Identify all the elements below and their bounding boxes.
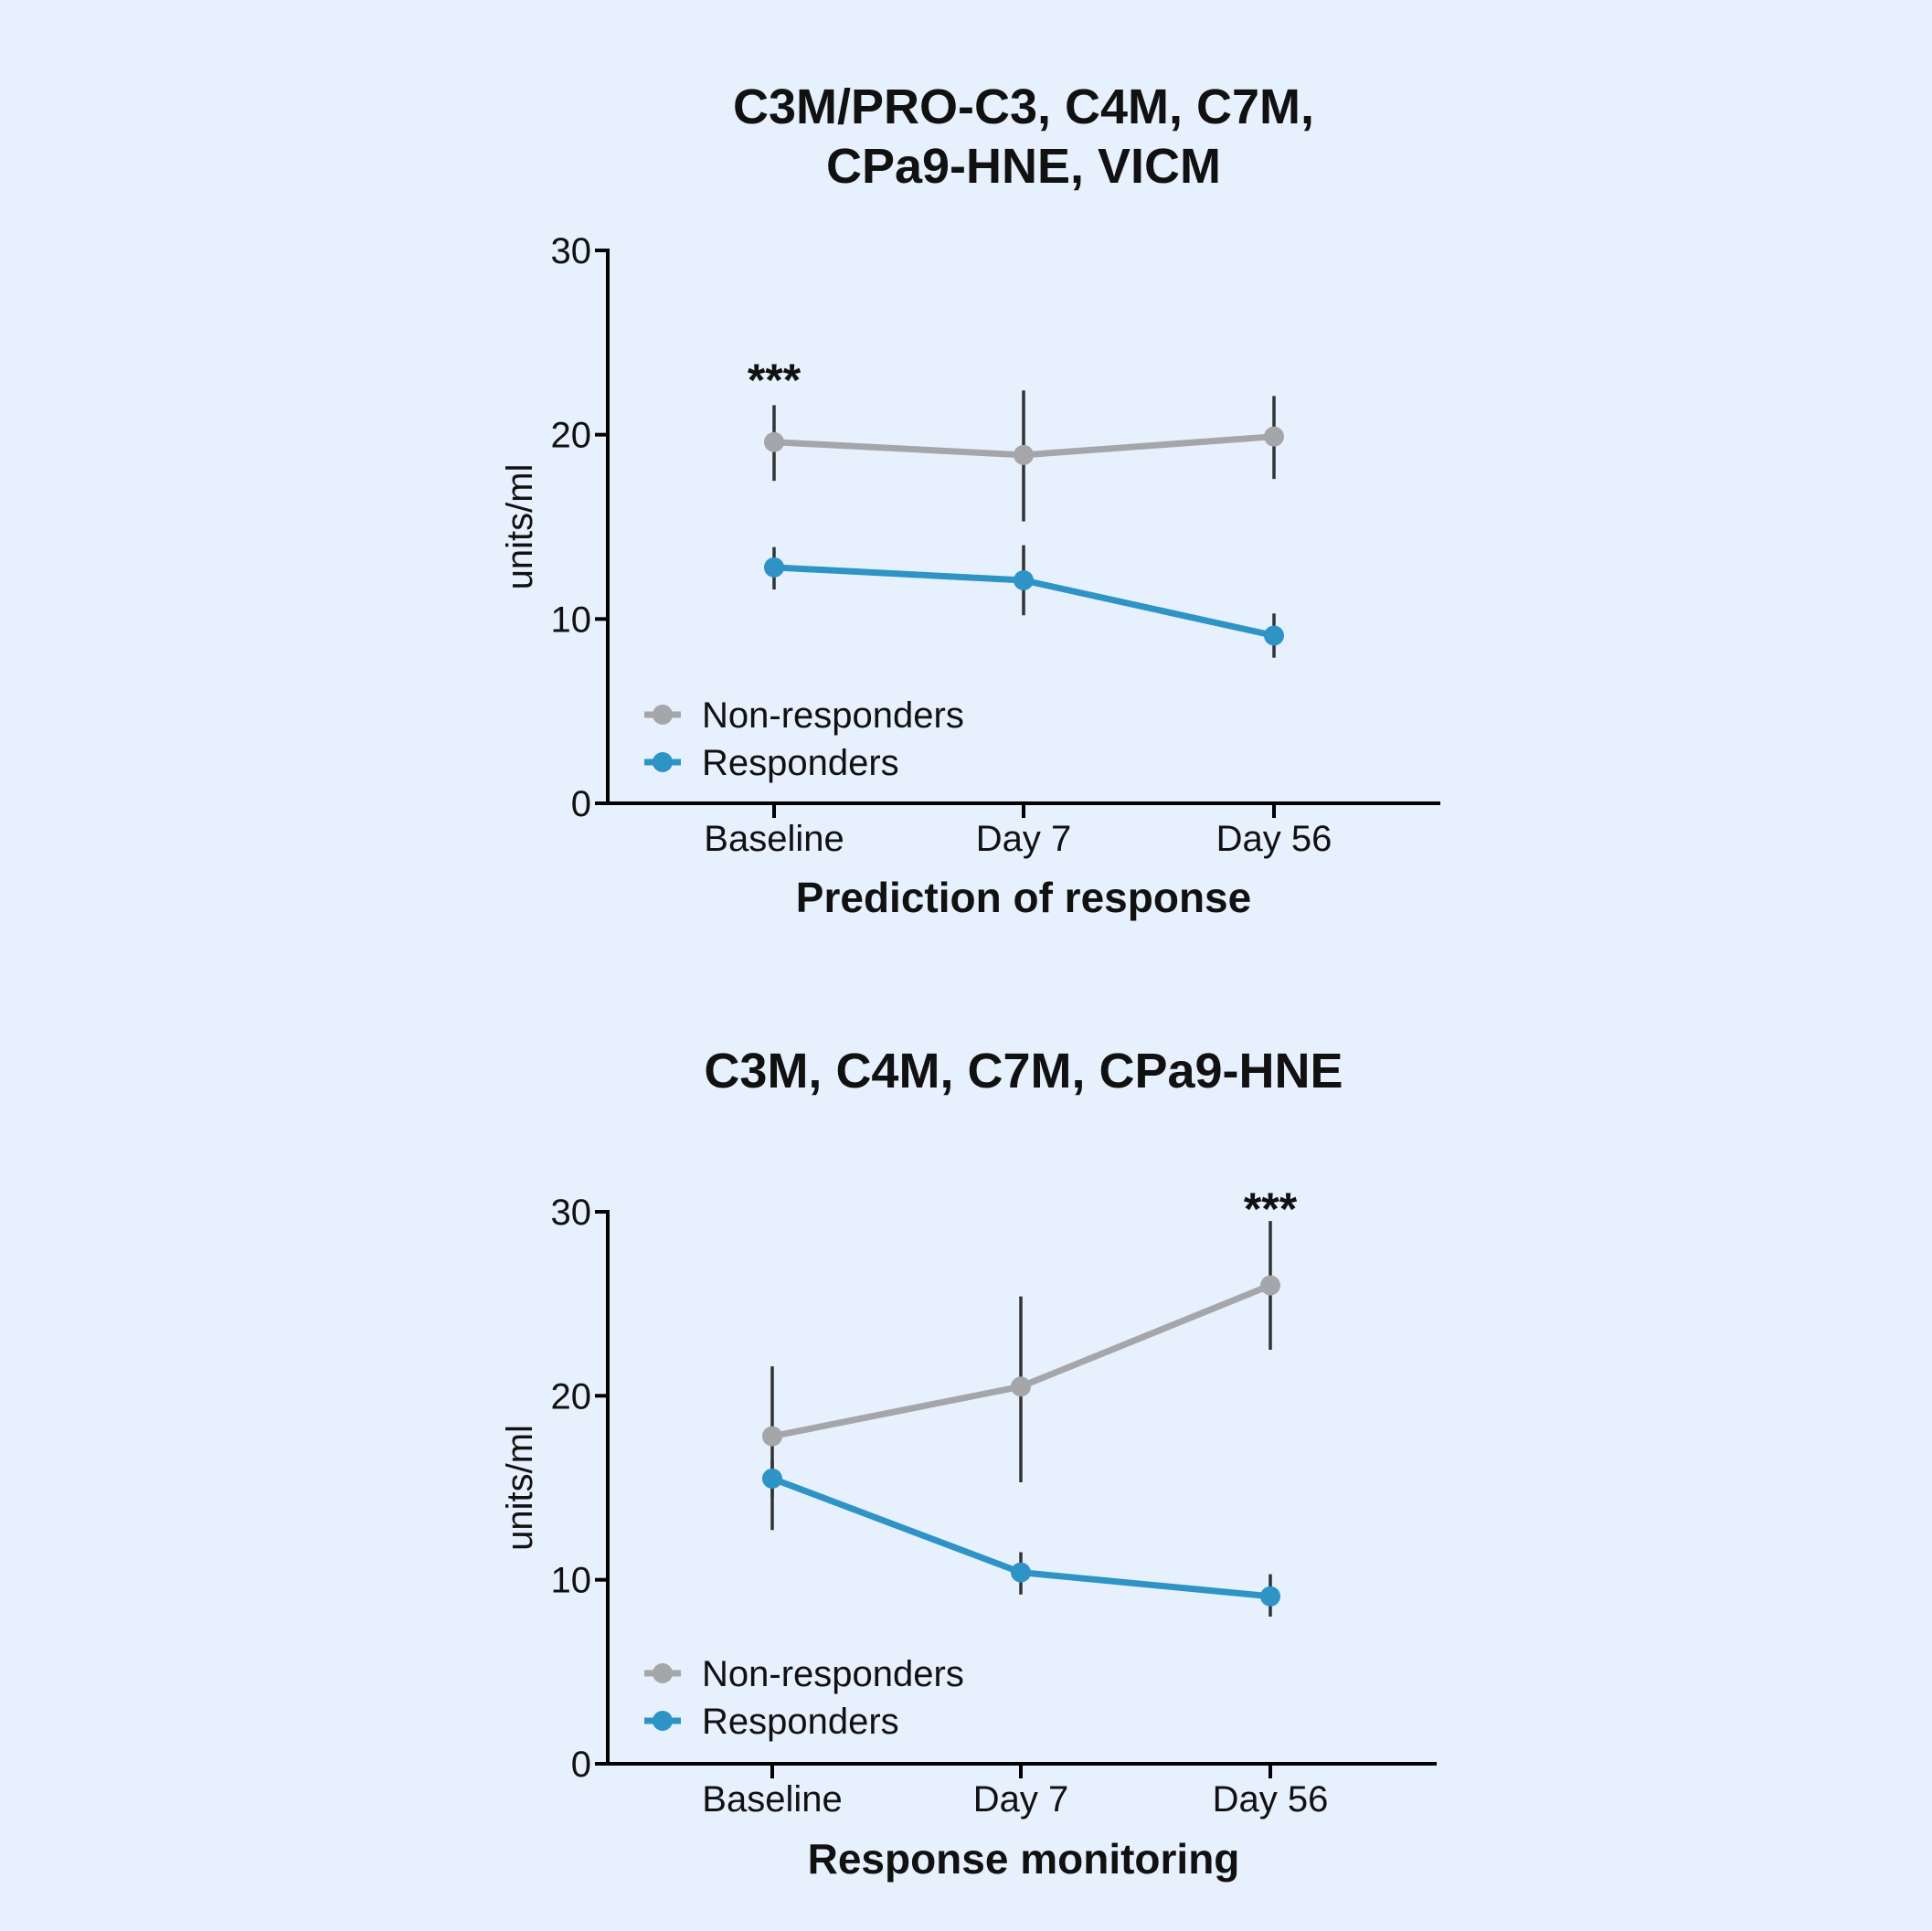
series-responders [762,1459,1280,1617]
data-point [1264,625,1284,646]
legend-marker [653,1711,673,1731]
chart-1: C3M/PRO-C3, C4M, C7M,CPa9-HNE, VICM 0 10 20… [500,80,1440,921]
legend-marker [653,752,673,772]
data-point [764,431,784,452]
x-tick-label: Baseline [702,1779,842,1820]
data-point [1014,444,1034,465]
data-point [1014,569,1034,590]
data-point [1264,426,1284,447]
data-point [764,557,784,578]
series-non-responders [762,1221,1280,1531]
significance-marker: *** [748,355,801,406]
y-axis-label: units/ml [500,1425,540,1551]
data-point [762,1468,782,1489]
legend-label: Non-responders [702,695,964,736]
x-tick-label: Day 7 [976,819,1072,859]
y-tick-label: 20 [551,1376,592,1416]
legend-marker [653,705,673,725]
x-tick-label: Day 7 [973,1779,1069,1820]
data-point [762,1426,782,1447]
legend-marker [653,1663,673,1683]
chart-2: C3M, C4M, C7M, CPa9-HNE 0 10 20 30 Baseline Da… [500,1044,1437,1883]
x-tick-label: Day 56 [1213,1779,1329,1820]
chart-title: C3M, C4M, C7M, CPa9-HNE [704,1044,1343,1098]
data-point [1260,1586,1280,1607]
y-tick-label: 10 [551,599,592,640]
legend-label: Responders [702,743,899,783]
data-point [1260,1275,1280,1296]
series-responders [764,545,1284,658]
y-tick-label: 30 [551,231,592,271]
legend-label: Non-responders [702,1654,964,1694]
y-tick-label: 30 [551,1193,592,1233]
significance-marker: *** [1244,1183,1298,1235]
x-axis-label: Prediction of response [796,874,1251,921]
x-axis-label: Response monitoring [808,1835,1240,1883]
y-tick-label: 0 [571,784,591,824]
series-non-responders [764,390,1284,522]
x-tick-label: Day 56 [1216,819,1332,859]
chart-title: CPa9-HNE, VICM [826,139,1221,194]
chart-title: C3M/PRO-C3, C4M, C7M, [733,80,1314,134]
y-axis-label: units/ml [500,464,540,590]
y-tick-label: 0 [571,1745,591,1785]
y-tick-label: 10 [551,1561,592,1601]
data-point [1011,1376,1031,1397]
legend-label: Responders [702,1702,899,1742]
x-tick-label: Baseline [704,819,844,859]
data-point [1011,1562,1031,1583]
y-tick-label: 20 [551,416,592,456]
